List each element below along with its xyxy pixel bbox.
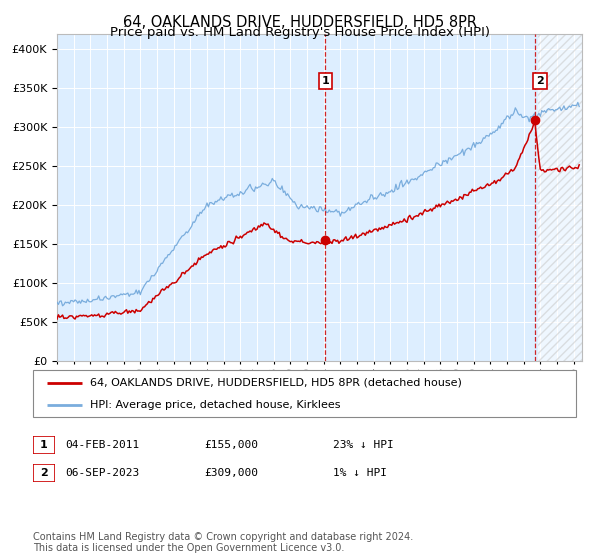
Text: £155,000: £155,000 [204, 440, 258, 450]
Text: £309,000: £309,000 [204, 468, 258, 478]
FancyBboxPatch shape [33, 370, 576, 417]
Text: 2: 2 [40, 468, 47, 478]
Text: 1: 1 [321, 76, 329, 86]
Text: 1% ↓ HPI: 1% ↓ HPI [333, 468, 387, 478]
Text: Price paid vs. HM Land Registry's House Price Index (HPI): Price paid vs. HM Land Registry's House … [110, 26, 490, 39]
Text: 04-FEB-2011: 04-FEB-2011 [65, 440, 139, 450]
Text: 06-SEP-2023: 06-SEP-2023 [65, 468, 139, 478]
Text: 2: 2 [536, 76, 544, 86]
Text: Contains HM Land Registry data © Crown copyright and database right 2024.
This d: Contains HM Land Registry data © Crown c… [33, 531, 413, 553]
Text: 1: 1 [40, 440, 47, 450]
Text: 64, OAKLANDS DRIVE, HUDDERSFIELD, HD5 8PR: 64, OAKLANDS DRIVE, HUDDERSFIELD, HD5 8P… [123, 15, 477, 30]
Bar [538, 34, 582, 361]
FancyBboxPatch shape [33, 464, 55, 482]
Text: 64, OAKLANDS DRIVE, HUDDERSFIELD, HD5 8PR (detached house): 64, OAKLANDS DRIVE, HUDDERSFIELD, HD5 8P… [90, 378, 462, 388]
FancyBboxPatch shape [33, 436, 55, 455]
Text: 23% ↓ HPI: 23% ↓ HPI [333, 440, 394, 450]
Text: HPI: Average price, detached house, Kirklees: HPI: Average price, detached house, Kirk… [90, 400, 341, 410]
